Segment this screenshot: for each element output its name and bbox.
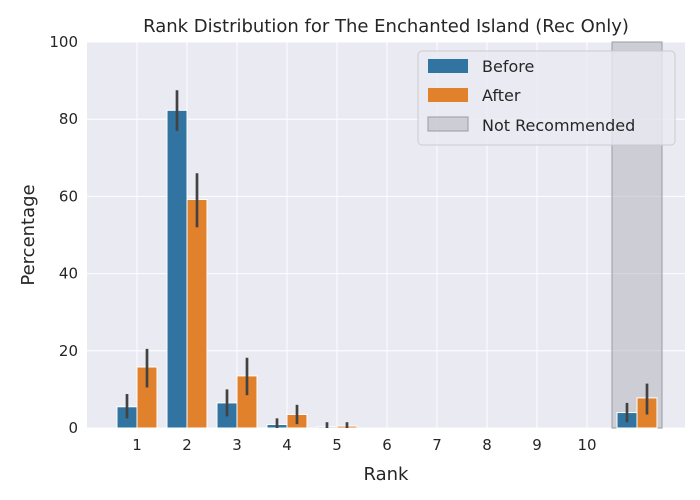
legend-label-before: Before — [482, 57, 534, 76]
x-tick-label: 3 — [232, 436, 242, 454]
legend: Before After Not Recommended — [417, 50, 676, 146]
x-tick-label: 1 — [132, 436, 142, 454]
y-tick-label: 20 — [59, 342, 78, 360]
legend-swatch-not-recommended — [427, 116, 469, 132]
y-tick-label: 0 — [68, 419, 78, 437]
x-tick-label: 8 — [482, 436, 492, 454]
y-axis-title: Percentage — [18, 184, 39, 285]
y-tick-label: 100 — [49, 33, 78, 51]
legend-label-after: After — [482, 86, 521, 105]
x-axis-title: Rank — [364, 464, 410, 485]
y-tick-label: 60 — [59, 187, 78, 205]
bar-before — [166, 109, 188, 429]
x-tick-label: 5 — [332, 436, 342, 454]
bars-group — [116, 109, 658, 429]
legend-swatch-after — [428, 88, 468, 102]
y-axis-ticks: 0 20 40 60 80 100 — [49, 33, 78, 437]
x-tick-label: 4 — [282, 436, 292, 454]
legend-swatch-before — [428, 59, 468, 73]
y-tick-label: 40 — [59, 265, 78, 283]
x-tick-label: 6 — [382, 436, 392, 454]
chart-title: Rank Distribution for The Enchanted Isla… — [143, 16, 629, 37]
legend-label-not-recommended: Not Recommended — [482, 116, 635, 135]
x-tick-label: 10 — [577, 436, 596, 454]
x-axis-ticks: 1 2 3 4 5 6 7 8 9 10 — [132, 436, 596, 454]
x-tick-label: 2 — [182, 436, 192, 454]
x-tick-label: 7 — [432, 436, 442, 454]
y-tick-label: 80 — [59, 110, 78, 128]
x-tick-label: 9 — [532, 436, 542, 454]
legend-box — [417, 50, 676, 146]
bar-after — [186, 198, 208, 429]
error-bars-group — [125, 90, 649, 428]
